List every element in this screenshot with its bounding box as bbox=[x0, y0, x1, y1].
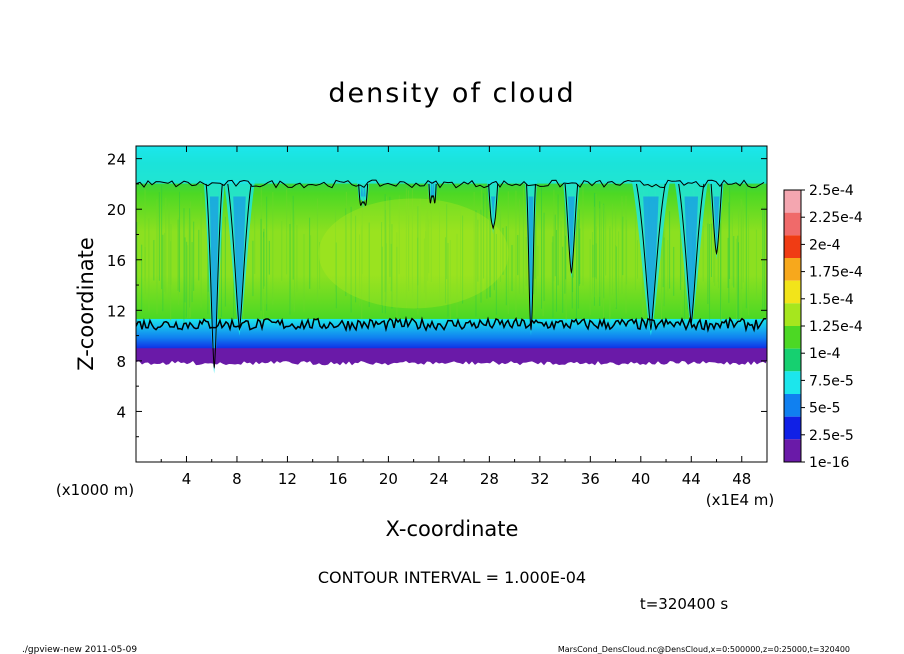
y-unit-label: (x1000 m) bbox=[56, 481, 134, 499]
y-tick-label: 8 bbox=[116, 353, 126, 371]
plot-area bbox=[136, 146, 767, 374]
footer-right: MarsCond_DensCloud.nc@DensCloud,x=0:5000… bbox=[558, 645, 850, 654]
colorbar-swatch bbox=[784, 394, 801, 417]
colorbar-label: 5e-5 bbox=[809, 401, 840, 417]
colorbar: 2.5e-4 2.25e-4 2e-4 1.75e-4 1.5e-4 1.25e-4 1e-… bbox=[783, 183, 863, 471]
y-tick-label: 20 bbox=[107, 201, 126, 219]
colorbar-label: 2.25e-4 bbox=[809, 210, 863, 226]
colorbar-label: 1e-4 bbox=[809, 346, 841, 362]
field-top-layer bbox=[136, 146, 767, 184]
colorbar-label: 1.25e-4 bbox=[809, 319, 863, 335]
colorbar-swatch bbox=[784, 326, 801, 349]
colorbar-swatch bbox=[784, 371, 801, 394]
y-tick-label: 4 bbox=[116, 403, 126, 421]
x-tick-label: 8 bbox=[232, 470, 242, 488]
colorbar-label: 2e-4 bbox=[809, 237, 841, 253]
x-tick-label: 44 bbox=[682, 470, 701, 488]
colorbar-swatch bbox=[784, 439, 801, 462]
x-axis: 4 8 12 16 20 24 28 32 36 40 44 48 bbox=[160, 146, 751, 488]
colorbar-label: 1.75e-4 bbox=[809, 265, 863, 281]
colorbar-label: 2.5e-5 bbox=[809, 428, 854, 444]
time-label: t=320400 s bbox=[640, 595, 728, 613]
x-tick-label: 32 bbox=[530, 470, 549, 488]
x-tick-label: 16 bbox=[328, 470, 347, 488]
colorbar-swatch bbox=[784, 303, 801, 326]
plot-frame bbox=[135, 145, 768, 463]
x-tick-label: 12 bbox=[278, 470, 297, 488]
y-axis: 4 8 12 16 20 24 bbox=[107, 151, 767, 438]
colorbar-swatch bbox=[784, 235, 801, 258]
x-unit-label: (x1E4 m) bbox=[706, 491, 775, 509]
x-axis-label: X-coordinate bbox=[386, 517, 519, 541]
x-tick-label: 28 bbox=[480, 470, 499, 488]
x-tick-label: 4 bbox=[182, 470, 192, 488]
colorbar-swatch bbox=[784, 348, 801, 372]
y-tick-label: 16 bbox=[107, 252, 126, 270]
colorbar-swatch bbox=[784, 190, 801, 213]
colorbar-label: 7.5e-5 bbox=[809, 373, 854, 389]
x-tick-label: 20 bbox=[379, 470, 398, 488]
colorbar-swatch bbox=[784, 416, 801, 440]
colorbar-label: 1e-16 bbox=[809, 455, 849, 471]
colorbar-swatch bbox=[784, 212, 801, 236]
contour-lines bbox=[136, 179, 767, 369]
field-core bbox=[318, 198, 509, 309]
footer-left: ./gpview-new 2011-05-09 bbox=[22, 645, 137, 654]
colorbar-label: 1.5e-4 bbox=[809, 292, 854, 308]
chart-title: density of cloud bbox=[328, 78, 575, 109]
y-tick-label: 12 bbox=[107, 302, 126, 320]
field-bottom-edge bbox=[136, 348, 767, 366]
x-tick-label: 40 bbox=[631, 470, 650, 488]
contour-interval-text: CONTOUR INTERVAL = 1.000E-04 bbox=[318, 568, 586, 587]
colorbar-swatch bbox=[784, 280, 801, 304]
y-axis-label: Z-coordinate bbox=[74, 237, 98, 371]
colorbar-swatch bbox=[784, 258, 801, 281]
colorbar-label: 2.5e-4 bbox=[809, 183, 854, 199]
x-tick-label: 36 bbox=[581, 470, 600, 488]
x-tick-label: 24 bbox=[429, 470, 448, 488]
x-tick-label: 48 bbox=[732, 470, 751, 488]
y-tick-label: 24 bbox=[107, 151, 126, 169]
